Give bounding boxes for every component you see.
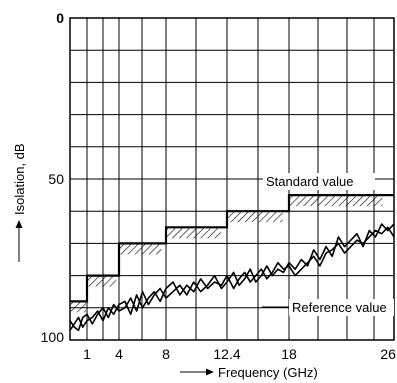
- standard-value-step-line: [70, 194, 394, 303]
- standard-value-hatch-band: [290, 196, 383, 207]
- x-tick-label: 1: [83, 346, 91, 362]
- x-axis-arrow-head: [206, 368, 214, 376]
- standard-value-label: Standard value: [266, 174, 353, 189]
- x-tick-label: 8: [162, 346, 170, 362]
- x-tick-label: 26.5: [380, 346, 397, 362]
- y-axis-arrow-head: [15, 220, 23, 228]
- reference-value-label-bg: [289, 299, 394, 316]
- y-tick-labels: 0 50 100: [41, 10, 65, 345]
- x-tick-label: 12.4: [213, 346, 240, 362]
- x-axis-title: Frequency (GHz): [218, 365, 318, 380]
- reference-value-label: Reference value: [292, 300, 387, 315]
- x-tick-label: 18: [281, 346, 297, 362]
- standard-value-hatch-band: [167, 228, 221, 239]
- standard-value-hatch-band: [88, 276, 117, 287]
- x-axis-title-group: Frequency (GHz): [180, 365, 318, 380]
- x-tick-labels: 1 4 8 12.4 18 26.5: [83, 346, 397, 362]
- standard-value-hatch-band: [120, 244, 162, 255]
- y-tick-label: 50: [48, 171, 64, 187]
- reference-series-group: [69, 223, 395, 332]
- x-tick-label: 4: [115, 346, 123, 362]
- standard-value-step: [70, 194, 394, 303]
- standard-value-label-bg: [263, 173, 375, 190]
- standard-value-hatch-band: [71, 302, 86, 313]
- plot-frame: [69, 17, 395, 341]
- y-tick-label: 100: [41, 329, 65, 345]
- reference-series-line-2: [69, 223, 395, 332]
- standard-value-hatch-band: [228, 212, 283, 223]
- standard-value-hatching: [71, 196, 383, 313]
- y-tick-label: 0: [56, 10, 64, 26]
- y-axis-title: Isolation, dB: [12, 143, 27, 215]
- y-axis-title-group: Isolation, dB: [12, 143, 27, 262]
- reference-series-line-1: [69, 226, 395, 331]
